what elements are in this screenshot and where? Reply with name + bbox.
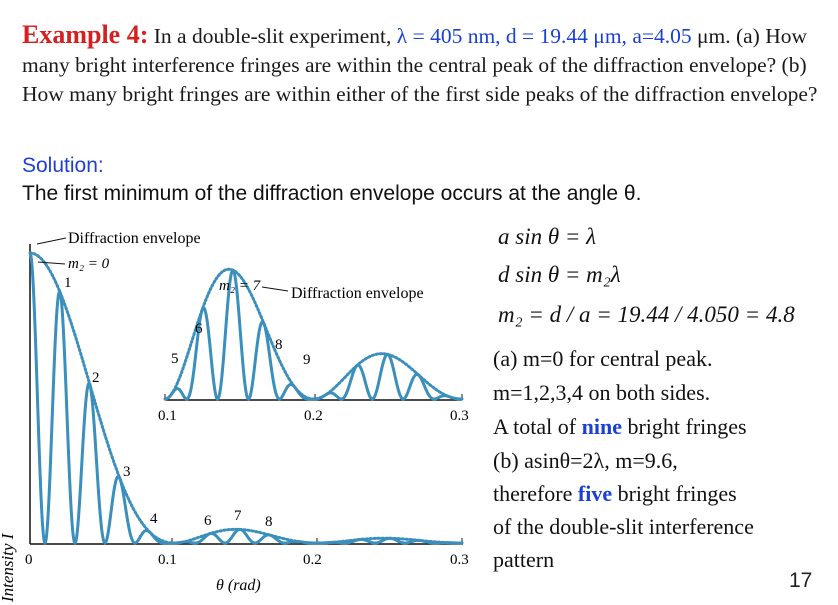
equation-single-slit: a sin θ = λ [498,224,597,249]
solution-intro: The first minimum of the diffraction env… [22,182,642,205]
answer-line-4: (b) asinθ=2λ, m=9.6, [493,448,678,473]
main-axes: 0 0.1 0.2 0.3 θ (rad) [25,244,469,594]
fringe-label-3: 3 [123,464,131,480]
envelope-dots [163,267,464,401]
fringe-label-4: 4 [150,511,158,527]
answer-highlight-five: five [577,481,613,506]
a-value: a=4.05 [632,24,692,48]
main-tick-label-01: 0.1 [158,552,177,568]
annotations: Diffraction envelope m₂ = 0 m₂ = 7 Diffr… [36,230,424,530]
page-number: 17 [789,569,813,592]
problem-questions: μm. (a) How many bright interference fri… [22,24,818,106]
inset-envelope-curve [163,267,464,401]
example-title: Example 4: [22,20,149,49]
main-tick-label-0: 0 [25,552,33,568]
fringe-label-7: 7 [234,508,242,524]
answer-line-1: (a) m=0 for central peak. [493,346,713,371]
answer-highlight-nine: nine [581,414,622,439]
d-value: d = 19.44 μm, [505,24,627,48]
solution-label: Solution: [22,154,104,177]
envelope-dots [28,251,464,545]
lambda-value: λ = 405 nm, [396,24,501,48]
answer-line-3-post: bright fringes [621,414,747,439]
pointer-line [37,261,66,265]
inset-fringe-label-8: 8 [275,337,283,353]
equation-ratio: m₂ = d / a = 19.44 / 4.050 = 4.8 [498,302,795,327]
answer-line-2: m=1,2,3,4 on both sides. [493,380,711,405]
fringe-label-1: 1 [64,275,72,291]
main-tick-label-02: 0.2 [303,552,322,568]
answer-line-5: therefore five bright fringes [493,481,737,507]
problem-lead: In a double-slit experiment, [153,24,392,48]
inset-tick-label-01: 0.1 [158,408,177,424]
answer-line-7: pattern [493,547,555,572]
fringe-label-8: 8 [265,514,273,530]
answer-line-6: of the double-slit interference [493,514,754,539]
inset-tick-label-02: 0.2 [304,408,323,424]
interference-figure: Intensity I 0 0.1 0.2 0.3 θ (rad) 0.1 0.… [0,230,469,603]
label-diffraction-envelope-main: Diffraction envelope [68,230,201,247]
inset-fringe-label-9: 9 [303,352,311,368]
inset-tick-label-03: 0.3 [450,408,469,424]
fringe-label-2: 2 [92,370,100,386]
y-axis-label: Intensity I [0,532,17,603]
pointer-line [36,237,67,245]
fringe-label-6: 6 [204,513,212,529]
inset-fringe-label-5: 5 [171,351,179,367]
answer-line-3-pre: A total of [493,414,582,439]
equation-double-slit: d sin θ = m₂λ [498,262,621,287]
main-tick-label-03: 0.3 [450,552,469,568]
problem-statement: Example 4: In a double-slit experiment, … [22,20,822,109]
answer-line-3: A total of nine bright fringes [493,414,747,440]
answer-line-5-pre: therefore [493,481,578,506]
pointer-line [261,286,289,292]
label-m2-seven: m₂ = 7 [219,278,262,294]
x-axis-label: θ (rad) [216,577,261,594]
main-envelope-curve [28,251,464,545]
answer-line-5-post: bright fringes [612,481,737,506]
label-diffraction-envelope-inset: Diffraction envelope [291,285,424,302]
inset-fringe-label-6: 6 [195,321,203,337]
label-m2-zero: m₂ = 0 [68,256,110,272]
